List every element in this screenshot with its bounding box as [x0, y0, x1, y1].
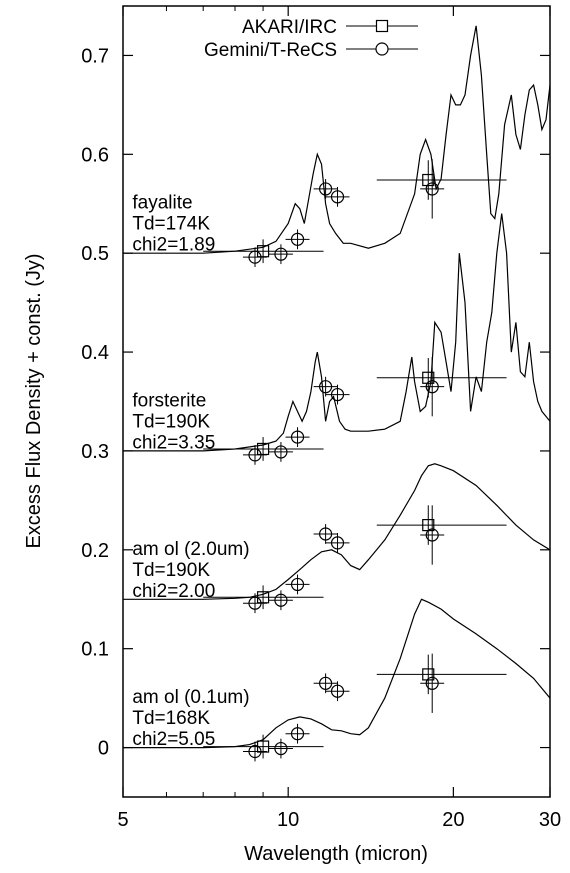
trecs-marker — [248, 596, 262, 610]
y-tick-label: 0.5 — [81, 243, 109, 265]
trecs-marker — [330, 536, 345, 550]
akari-marker — [422, 371, 435, 384]
plot-content — [123, 25, 550, 762]
panel-label: chi2=5.05 — [132, 729, 215, 750]
y-tick-label: 0.2 — [81, 540, 109, 562]
trecs-marker — [290, 727, 305, 741]
x-tick-label: 20 — [442, 809, 464, 831]
trecs-marker — [248, 250, 262, 264]
trecs-marker — [330, 190, 345, 204]
panel-label: Td=174K — [132, 214, 210, 235]
plot-frame — [122, 5, 551, 798]
legend-square-marker — [375, 19, 389, 33]
trecs-marker — [274, 593, 288, 607]
trecs-marker — [290, 232, 305, 246]
x-axis-ticks: 5 10 20 30 — [117, 6, 561, 831]
akari-marker — [422, 173, 435, 187]
y-tick-label: 0.3 — [81, 441, 109, 463]
trecs-marker — [330, 387, 345, 402]
y-tick-label: 0.6 — [81, 144, 109, 166]
model-curves — [123, 25, 550, 749]
trecs-marker — [319, 527, 333, 541]
trecs-marker — [290, 577, 305, 592]
y-tick-label: 0.7 — [81, 45, 109, 67]
trecs-marker — [290, 430, 305, 444]
x-tick-label: 10 — [277, 809, 299, 831]
panel-label: fayalite — [132, 193, 192, 214]
panel-label: forsterite — [132, 390, 206, 411]
trecs-marker — [319, 182, 333, 196]
panel-label: chi2=2.00 — [132, 581, 215, 602]
akari-marker — [422, 668, 435, 681]
panel-label: Td=190K — [132, 560, 210, 581]
trecs-marker — [425, 676, 439, 690]
panel-label: chi2=1.89 — [132, 235, 215, 256]
model-curve — [123, 598, 550, 749]
data-markers — [248, 173, 439, 759]
model-curve — [123, 25, 550, 254]
model-curve — [123, 213, 550, 452]
panel-label: chi2=3.35 — [132, 432, 215, 453]
x-tick-label: 5 — [117, 809, 128, 831]
panel-label: Td=190K — [132, 411, 210, 432]
trecs-marker — [274, 741, 288, 756]
y-tick-label: 0.4 — [81, 342, 109, 364]
trecs-marker — [425, 182, 439, 196]
panel-label: Td=168K — [132, 708, 210, 729]
y-axis-label: Excess Flux Density + const. (Jy) — [23, 253, 45, 548]
x-tick-label: 30 — [539, 809, 561, 831]
y-tick-label: 0.1 — [81, 639, 109, 661]
trecs-marker — [274, 247, 288, 261]
trecs-marker — [248, 448, 262, 462]
trecs-marker — [274, 445, 288, 459]
y-tick-label: 0 — [98, 738, 109, 760]
trecs-marker — [319, 676, 333, 690]
trecs-marker — [425, 528, 439, 542]
y-axis-ticks: 0 0.1 0.2 0.3 0.4 0.5 0.6 0.7 — [81, 45, 550, 760]
model-curve — [123, 463, 550, 600]
panel-label: am ol (2.0um) — [132, 539, 249, 560]
legend-circle-marker — [375, 42, 389, 56]
trecs-marker — [248, 744, 262, 759]
x-axis-label: Wavelength (micron) — [244, 843, 428, 865]
legend-label: AKARI/IRC — [242, 17, 337, 38]
legend-label: Gemini/T-ReCS — [204, 40, 337, 61]
trecs-marker — [425, 380, 439, 394]
panel-label: am ol (0.1um) — [132, 687, 249, 708]
trecs-marker — [319, 380, 333, 394]
trecs-marker — [330, 684, 345, 698]
